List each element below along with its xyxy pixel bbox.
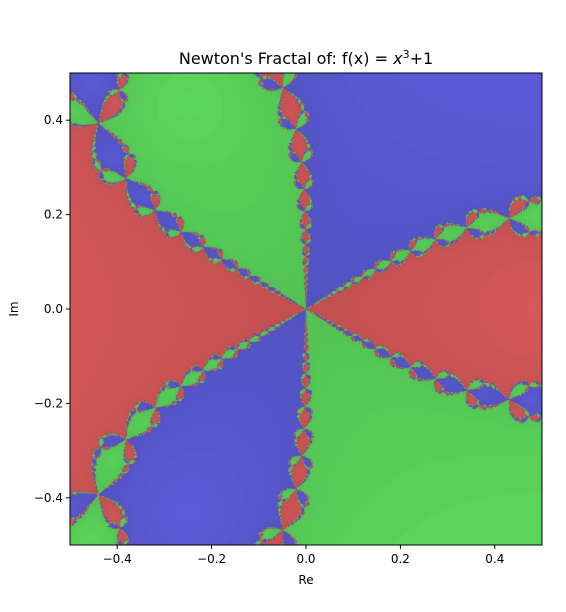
title-exponent: 3: [403, 48, 410, 61]
title-prefix: Newton's Fractal of: f(x) =: [179, 49, 393, 68]
y-tick-label: 0.0: [44, 302, 63, 316]
y-axis-label: Im: [7, 301, 21, 316]
title-suffix: +1: [410, 49, 434, 68]
fractal-plot-area: [70, 73, 542, 545]
y-tick-label: 0.2: [44, 208, 63, 222]
x-axis-label: Re: [298, 573, 313, 587]
y-axis-ticks: −0.4 −0.2 0.0 0.2 0.4: [34, 113, 70, 505]
y-tick-label: −0.4: [34, 491, 63, 505]
x-axis-ticks: −0.4 −0.2 0.0 0.2 0.4: [103, 545, 504, 566]
title-variable: x: [392, 49, 403, 68]
x-tick-label: −0.2: [197, 552, 226, 566]
y-tick-label: −0.2: [34, 396, 63, 410]
chart-title: Newton's Fractal of: f(x) = x3+1: [179, 48, 433, 69]
y-tick-label: 0.4: [44, 113, 63, 127]
x-tick-label: 0.4: [485, 552, 504, 566]
x-tick-label: −0.4: [103, 552, 132, 566]
x-tick-label: 0.0: [296, 552, 315, 566]
x-tick-label: 0.2: [391, 552, 410, 566]
fractal-heatmap: [70, 73, 542, 545]
